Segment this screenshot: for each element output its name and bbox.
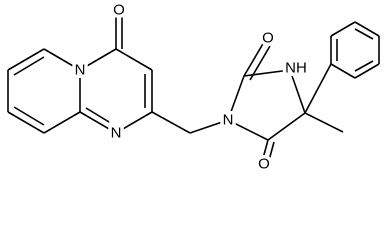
bond: [85, 107, 115, 126]
bond: [354, 21, 380, 37]
structure: O N N O NH N O: [7, 0, 380, 174]
bond: [243, 41, 265, 77]
atom-label: O: [258, 156, 270, 173]
bond: [227, 119, 269, 141]
bond: [13, 106, 45, 126]
bond: [151, 111, 191, 134]
atom-label: N: [111, 125, 122, 142]
bond: [304, 112, 344, 133]
bond: [7, 111, 45, 134]
bond: [304, 63, 332, 114]
atom-label: N: [75, 62, 86, 79]
bond: [354, 28, 374, 40]
bond: [79, 48, 117, 71]
atom-label: N: [223, 112, 234, 129]
bond: [354, 60, 374, 72]
bond: [289, 69, 306, 114]
bond: [330, 63, 356, 79]
bond: [115, 111, 153, 134]
bond: [7, 48, 45, 71]
bond: [43, 48, 81, 71]
bond: [79, 111, 117, 134]
bond: [43, 111, 81, 134]
bond: [354, 63, 380, 79]
atom-label: NH: [285, 60, 307, 77]
bond: [267, 141, 275, 165]
bond: [227, 75, 245, 121]
bond: [13, 56, 45, 76]
bond: [267, 112, 306, 141]
bond: [261, 139, 269, 163]
bond: [115, 48, 153, 71]
bonds: [7, 12, 380, 165]
atom-label: O: [262, 30, 274, 47]
bond: [243, 69, 291, 77]
atom-label: O: [113, 2, 125, 19]
bond: [330, 21, 356, 37]
bond: [189, 119, 229, 134]
